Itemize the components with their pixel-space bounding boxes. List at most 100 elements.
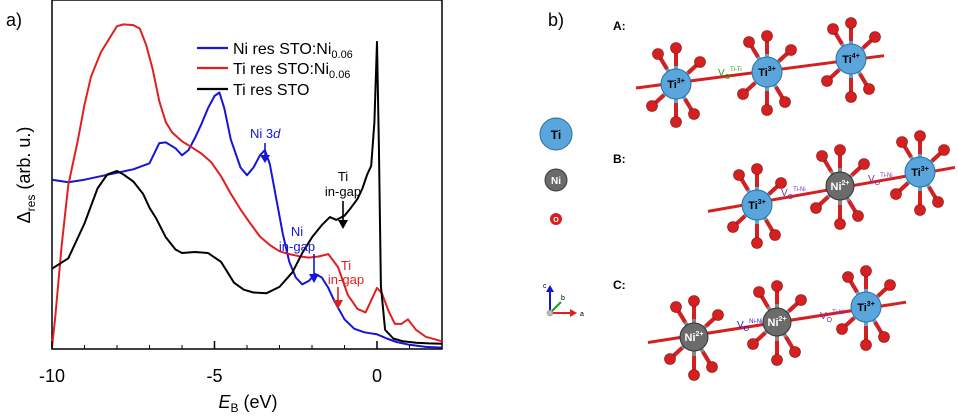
vacancy-label: VOTi-Ni — [781, 187, 806, 201]
y-label-unit: (arb. u.) — [14, 127, 34, 195]
o-atom — [836, 323, 848, 335]
ti-atom — [751, 56, 783, 88]
legend-red: Ti res STO:Ni0.06 — [233, 61, 350, 81]
vacancy-label: VOTi-Ni — [820, 310, 845, 324]
ti-atom — [835, 43, 867, 75]
y-axis-label: Δres (arb. u.) — [14, 127, 38, 224]
o-atom — [664, 353, 676, 365]
triad-c-head — [546, 285, 554, 292]
o-atom — [747, 338, 759, 350]
key-ti-label: Ti — [551, 128, 561, 142]
o-atom — [670, 301, 682, 313]
structure-row-b: Ti3+ Ni2+ Ti3+ VOTi-Ni VOTi-Ni — [707, 130, 956, 249]
key-o-atom — [550, 213, 562, 225]
ti-atom — [904, 156, 936, 188]
o-atom — [779, 96, 791, 108]
arrow-tir-ingap-head — [333, 300, 343, 309]
o-atom — [860, 265, 872, 277]
o-atom — [834, 144, 846, 156]
octahedron: Ti3+ — [890, 130, 950, 216]
panel-a-label: a) — [6, 10, 22, 30]
o-atom — [890, 188, 902, 200]
atom-label: Ti3+ — [911, 166, 929, 179]
o-atom — [858, 158, 870, 170]
o-atom — [878, 331, 890, 343]
arrow-ni-ingap-head — [309, 274, 319, 283]
o-atom — [845, 91, 857, 103]
atom-label: Ti3+ — [667, 78, 685, 91]
o-atom — [646, 100, 658, 112]
tick-layer: -10 -5 0 — [39, 341, 443, 386]
ni-atom — [825, 171, 855, 201]
o-atom — [712, 309, 724, 321]
atom-label: Ti4+ — [842, 53, 860, 66]
octahedron: Ti3+ — [646, 42, 706, 128]
annot-ti-ingap-l2: in-gap — [325, 184, 361, 199]
o-atom — [852, 210, 864, 222]
o-atom — [789, 346, 801, 358]
o-atom — [932, 196, 944, 208]
triad-b-label: b — [561, 295, 565, 302]
o-atom — [827, 23, 839, 35]
o-atom — [688, 369, 700, 381]
annot-ni3d: Ni 3d — [250, 126, 281, 141]
o-atom — [688, 108, 700, 120]
key-o-label: O — [553, 217, 559, 224]
series-ni-res-stoni-line — [51, 91, 443, 349]
row-b-label: B: — [613, 152, 626, 166]
o-atom — [761, 104, 773, 116]
series-ti-res-stoni-line — [51, 23, 443, 348]
o-atom — [652, 48, 664, 60]
annot-tir-ingap-l1: Ti — [341, 258, 351, 273]
annot-ti-ingap-l1: Ti — [338, 169, 348, 184]
structure-row-c: Ni2+ Ni2+ Ti3+ VONi-Ni VOTi-Ni — [647, 265, 907, 381]
o-atom — [751, 163, 763, 175]
o-atom — [771, 280, 783, 292]
key-ni-label: Ni — [551, 176, 561, 187]
o-atom — [896, 136, 908, 148]
o-atom — [869, 31, 881, 43]
o-atom — [845, 17, 857, 29]
o-atom — [884, 279, 896, 291]
atom-label: Ni2+ — [685, 331, 704, 344]
row-c-label: C: — [613, 278, 626, 292]
structure-row-a: Ti3+ Ti3+ Ti4+ VOTi-Ti — [635, 17, 885, 128]
key-ni-atom — [544, 168, 568, 192]
x-tick-label: -5 — [206, 366, 222, 386]
o-atom — [733, 169, 745, 181]
y-label-main: Δ — [14, 211, 34, 223]
o-atom — [842, 271, 854, 283]
o-atom — [775, 177, 787, 189]
key-ti-atom — [539, 117, 573, 151]
o-atom — [706, 361, 718, 373]
panel-b: b) Ti Ni O c a b A: B: C: Ti3+ Ti3+ Ti4+ VO… — [539, 10, 956, 381]
triad-a-label: a — [580, 311, 584, 318]
octahedron: Ni2+ — [664, 295, 724, 381]
o-atom — [771, 354, 783, 366]
x-axis-label: EB (eV) — [218, 392, 277, 415]
atom-label: Ni2+ — [768, 316, 787, 329]
arrow-ti-ingap-head — [338, 220, 348, 229]
arrow-ni3d-head — [260, 155, 270, 163]
x-label-main: E — [218, 392, 231, 412]
legend-black: Ti res STO — [233, 82, 309, 99]
annot-ni-ingap-l1: Ni — [291, 224, 303, 239]
vacancy-label: VOTi-Ti — [718, 67, 742, 81]
ti-atom — [850, 291, 882, 323]
octahedron: Ti4+ — [821, 17, 881, 103]
atom-key: Ti Ni O — [539, 117, 573, 225]
o-atom — [761, 30, 773, 42]
o-atom — [938, 144, 950, 156]
atom-label: Ni2+ — [831, 180, 850, 193]
series-layer — [51, 23, 443, 349]
ni-atom — [679, 322, 709, 352]
x-tick-label: -10 — [39, 366, 65, 386]
o-atom — [821, 75, 833, 87]
legend: Ni res STO:Ni0.06 Ti res STO:Ni0.06 Ti r… — [197, 41, 353, 99]
o-atom — [727, 221, 739, 233]
row-a-label: A: — [613, 19, 626, 33]
axis-triad: c a b — [543, 283, 584, 318]
annot-tir-ingap-l2: in-gap — [328, 272, 364, 287]
octahedron: Ni2+ — [810, 144, 870, 230]
panel-a: a) -10 -5 0 Δres (arb. u.) EB (eV) Ni res … — [6, 0, 443, 415]
